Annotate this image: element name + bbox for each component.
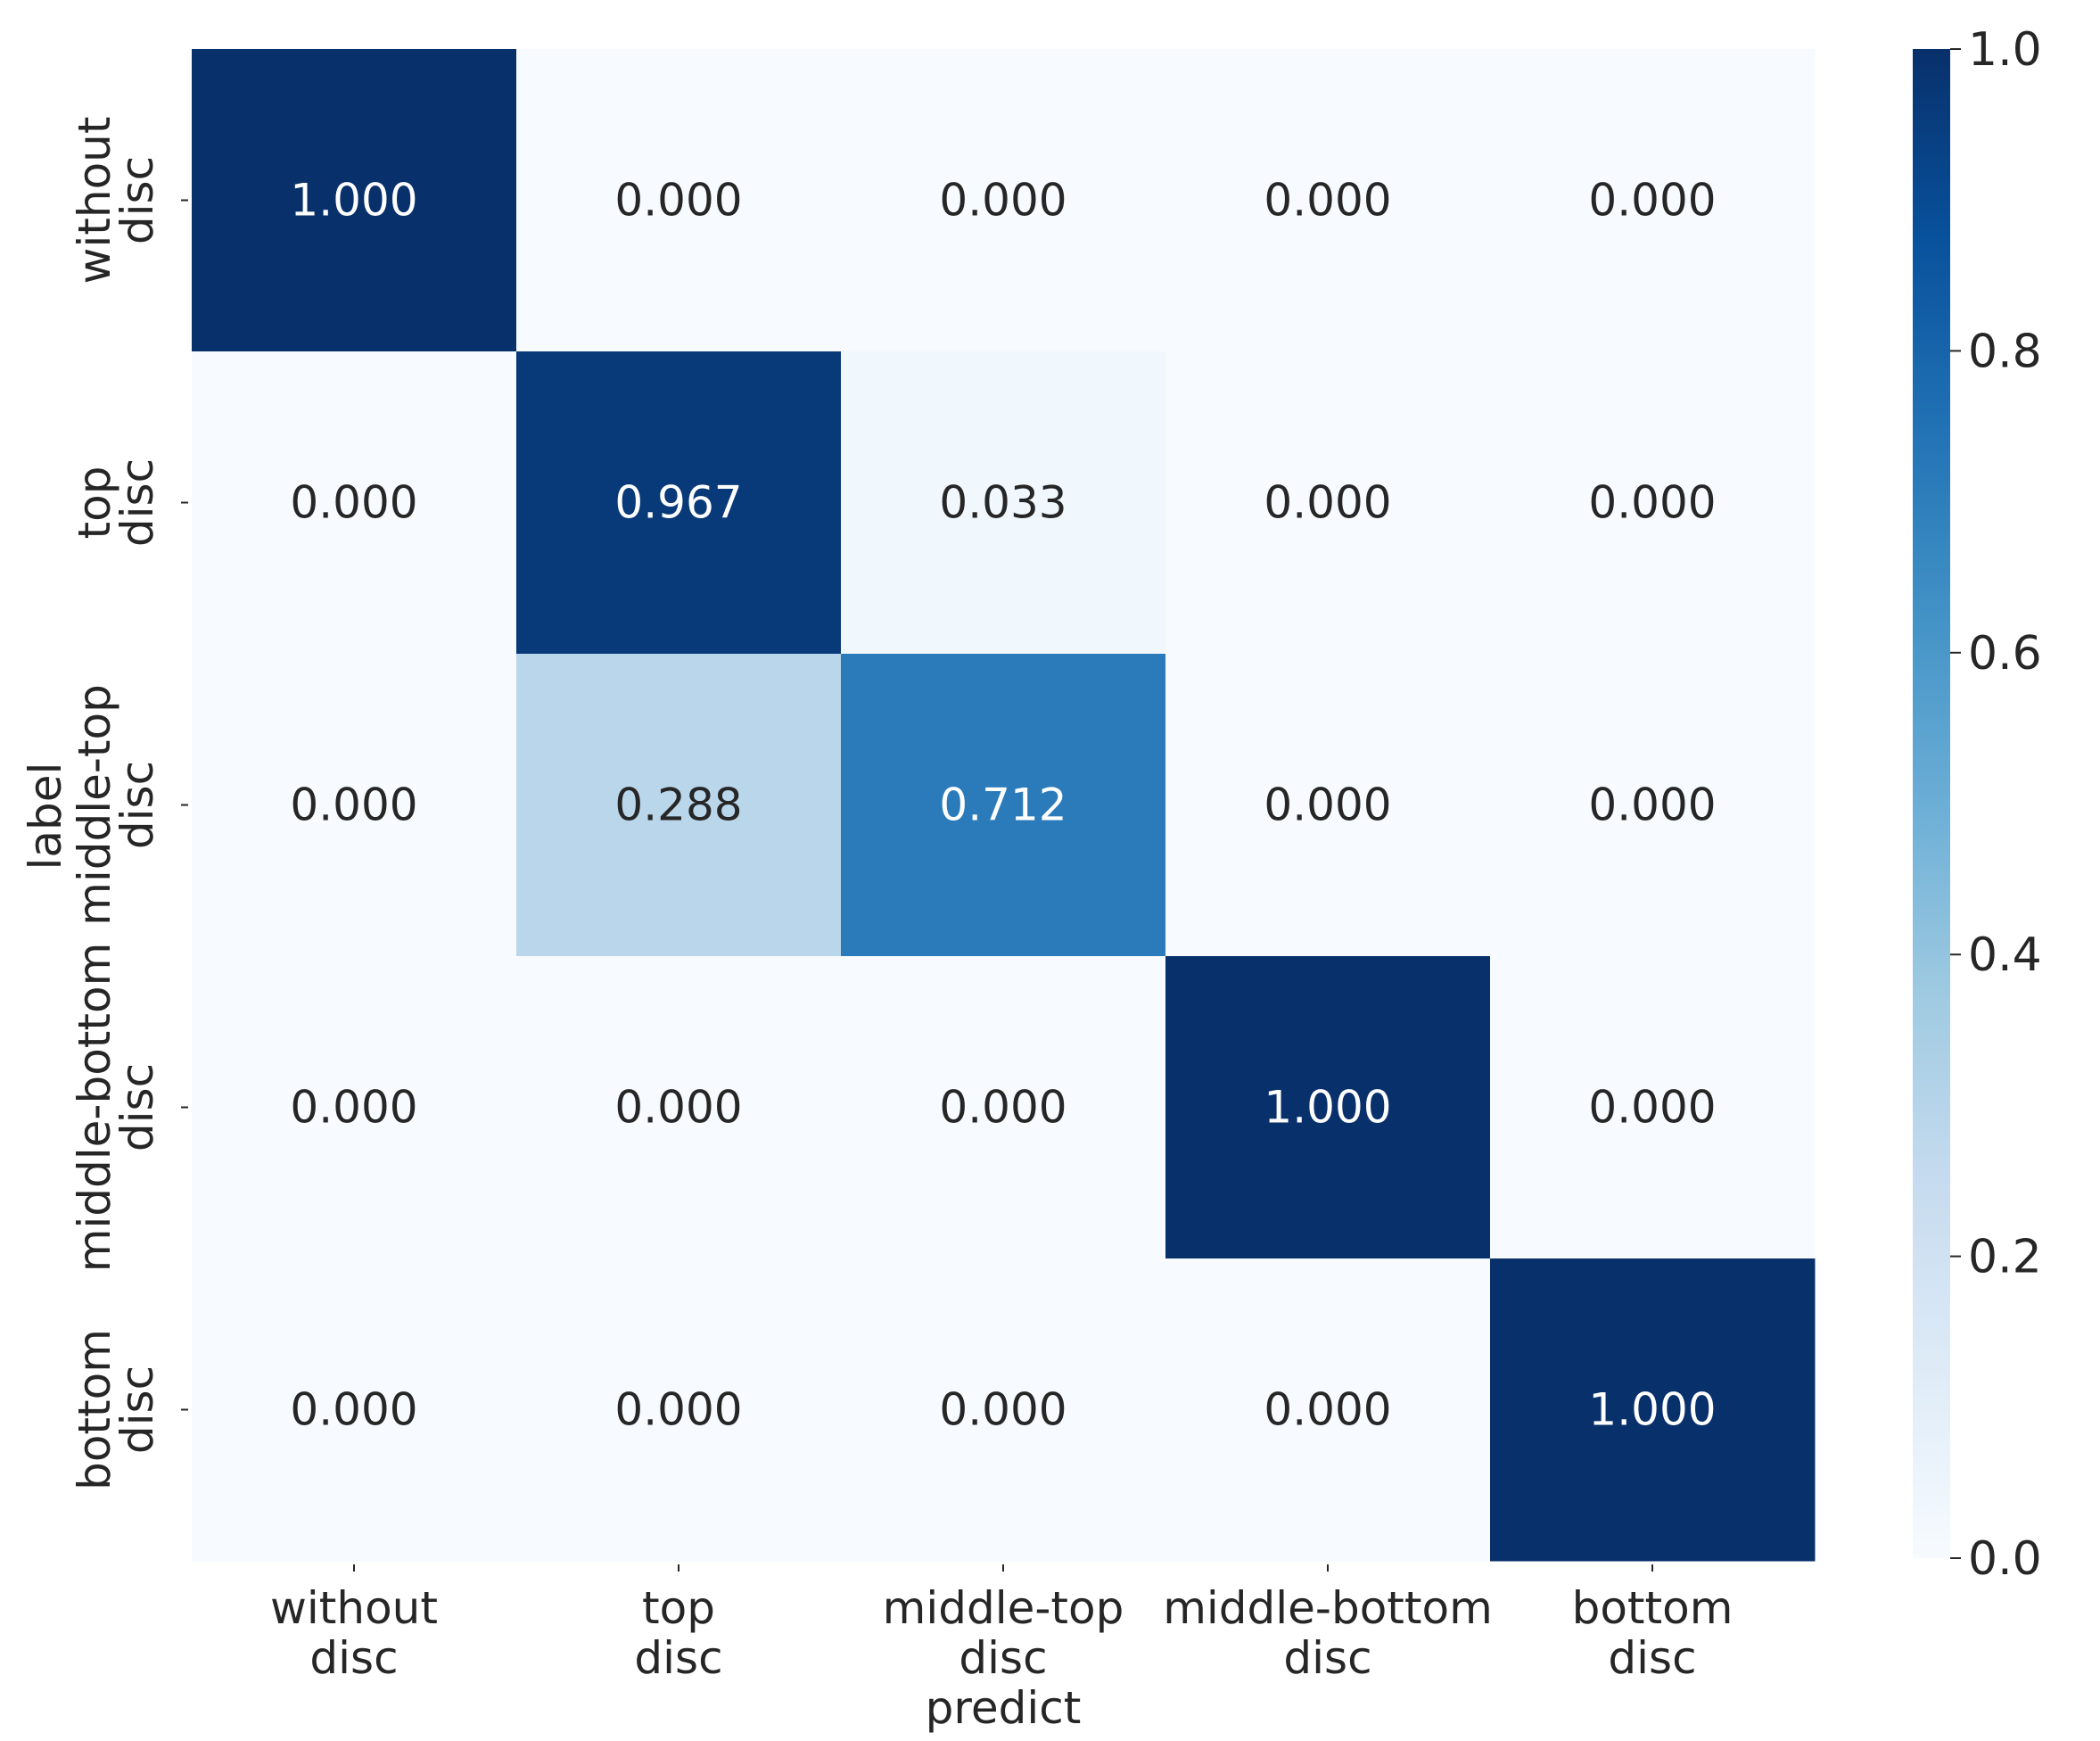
cell-value-label: 0.000: [1264, 477, 1391, 529]
x-tick-label-line: middle-bottom: [1163, 1582, 1493, 1634]
colorbar-tick-label: 0.0: [1968, 1532, 2042, 1586]
y-tick-label-line: middle-top: [69, 684, 120, 926]
y-tick-label: topdisc: [69, 458, 163, 547]
cell-value-label: 0.967: [614, 477, 742, 529]
y-axis-label: label: [20, 763, 71, 870]
x-tick-label: without disc: [270, 1582, 438, 1684]
heatmap-cell: [1490, 956, 1816, 1259]
colorbar-ticks: 0.0 0.2 0.4 0.6 0.8 1.0: [1950, 23, 2042, 1586]
y-tick-label: middle-bottomdisc: [69, 943, 163, 1273]
heatmap-cell: [192, 654, 517, 957]
x-tick-label-line: top: [642, 1582, 715, 1634]
heatmap-cell: [1165, 1258, 1491, 1562]
x-tick-label-line: disc: [1608, 1632, 1696, 1684]
y-tick-label-line: disc: [111, 1366, 163, 1454]
x-tick-label-line: disc: [634, 1632, 722, 1684]
colorbar-tick-label: 0.4: [1968, 928, 2042, 982]
cell-value-label: 0.000: [939, 1082, 1066, 1134]
cell-value-label: 0.000: [614, 175, 742, 227]
y-tick-label-line: disc: [111, 458, 163, 547]
cell-value-label: 0.000: [1264, 175, 1391, 227]
cell-value-label: 0.000: [1264, 1384, 1391, 1436]
colorbar-tick-label: 0.6: [1968, 627, 2042, 681]
x-tick-label: middle-top disc: [883, 1582, 1124, 1684]
colorbar-gradient: [1913, 49, 1950, 1558]
colorbar-tick-label: 0.2: [1968, 1231, 2042, 1284]
y-tick-label-line: top: [69, 466, 120, 540]
x-axis-label: predict: [926, 1682, 1082, 1734]
cell-value-label: 0.000: [1264, 780, 1391, 831]
y-tick-label-line: disc: [111, 156, 163, 244]
y-tick-label-line: middle-bottom: [69, 943, 120, 1273]
x-tick-label: top disc: [634, 1582, 722, 1684]
y-tick-label: middle-topdisc: [69, 684, 163, 926]
colorbar-tick-label: 1.0: [1968, 23, 2042, 77]
y-tick-label-line: bottom: [69, 1329, 120, 1490]
y-tick-label: bottomdisc: [69, 1329, 163, 1490]
heatmap-cell: [1165, 956, 1491, 1259]
y-tick-label-line: disc: [111, 1063, 163, 1151]
heatmap-cell: [516, 49, 842, 352]
cell-value-label: 0.000: [290, 477, 417, 529]
heatmap-cell: [192, 49, 517, 352]
heatmap-cell: [841, 1258, 1166, 1562]
cell-value-label: 0.000: [290, 780, 417, 831]
cell-value-label: 0.033: [939, 477, 1066, 529]
heatmap-cell: [192, 1258, 517, 1562]
colorbar-tick-label: 0.8: [1968, 325, 2042, 378]
heatmap-annotations: 1.000 0.000 0.000 0.000 0.000 0.000 0.967 0.033…: [290, 175, 1716, 1436]
heatmap-cell: [516, 1258, 842, 1562]
heatmap-cells: [192, 49, 1816, 1562]
cell-value-label: 0.000: [1588, 780, 1716, 831]
heatmap-cell: [841, 956, 1166, 1259]
x-tick-label-line: without: [270, 1582, 438, 1634]
heatmap-cell: [1490, 351, 1816, 655]
heatmap-cell: [1165, 49, 1491, 352]
heatmap-cell: [516, 654, 842, 957]
heatmap-cell: [192, 956, 517, 1259]
heatmap-cell: [841, 351, 1166, 655]
x-tick-label: middle-bottom disc: [1163, 1582, 1493, 1684]
cell-value-label: 0.000: [939, 1384, 1066, 1436]
heatmap-cell: [1490, 654, 1816, 957]
cell-value-label: 0.000: [1588, 1082, 1716, 1134]
cell-value-label: 0.000: [939, 175, 1066, 227]
y-tick-label-line: without: [69, 117, 120, 285]
cell-value-label: 0.000: [614, 1082, 742, 1134]
heatmap-cell: [1165, 351, 1491, 655]
cell-value-label: 0.288: [614, 780, 742, 831]
cell-value-label: 0.000: [290, 1082, 417, 1134]
cell-value-label: 0.000: [290, 1384, 417, 1436]
heatmap-cell: [841, 49, 1166, 352]
heatmap-cell: [1490, 1258, 1816, 1562]
x-tick-label-line: disc: [959, 1632, 1047, 1684]
cell-value-label: 1.000: [290, 175, 417, 227]
heatmap-cell: [192, 351, 517, 655]
colorbar: 0.0 0.2 0.4 0.6 0.8 1.0: [1913, 23, 2042, 1586]
cell-value-label: 0.712: [939, 780, 1066, 831]
x-tick-label-line: disc: [1283, 1632, 1371, 1684]
x-tick-label-line: disc: [309, 1632, 398, 1684]
y-tick-label-line: disc: [111, 761, 163, 849]
heatmap-cell: [516, 351, 842, 655]
heatmap-cell: [516, 956, 842, 1259]
cell-value-label: 0.000: [1588, 175, 1716, 227]
x-tick-label-line: middle-top: [883, 1582, 1124, 1634]
heatmap-cell: [841, 654, 1166, 957]
cell-value-label: 0.000: [614, 1384, 742, 1436]
y-axis: withoutdisctopdiscmiddle-topdiscmiddle-b…: [69, 117, 188, 1490]
heatmap-cell: [1490, 49, 1816, 352]
x-tick-label: bottom disc: [1572, 1582, 1734, 1684]
y-tick-label: withoutdisc: [69, 117, 163, 285]
cell-value-label: 1.000: [1588, 1384, 1716, 1436]
x-tick-label-line: bottom: [1572, 1582, 1734, 1634]
heatmap-cell: [1165, 654, 1491, 957]
cell-value-label: 1.000: [1264, 1082, 1391, 1134]
cell-value-label: 0.000: [1588, 477, 1716, 529]
